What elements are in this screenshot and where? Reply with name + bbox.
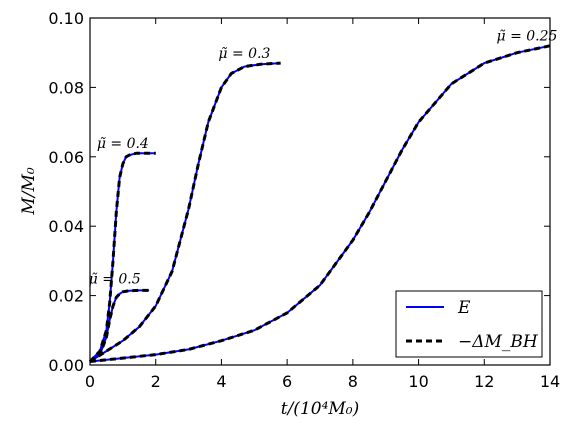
y-tick-label: 0.10 (48, 9, 84, 28)
x-tick-label: 0 (85, 372, 95, 391)
y-tick-label: 0.08 (48, 78, 84, 97)
ticks-layer: 0 2 4 6 8 10 12 14 0.00 0.02 0.04 0.06 0.08 0.10 (48, 9, 560, 391)
x-tick-label: 4 (216, 372, 226, 391)
y-axis-label: M/M₀ (19, 167, 39, 216)
legend: E −ΔM_BH (395, 290, 543, 358)
series-1-mass-loss-line (88, 151, 156, 363)
x-tick-label: 10 (408, 372, 428, 391)
legend-label-e: E (457, 298, 471, 318)
x-tick-label: 2 (151, 372, 161, 391)
series-0-mass-loss-line (89, 288, 150, 363)
series-annotation: μ̃ = 0.4 (97, 136, 149, 152)
series-annotation: μ̃ = 0.25 (497, 29, 558, 45)
x-tick-label: 8 (348, 372, 358, 391)
x-tick-label: 12 (474, 372, 494, 391)
y-tick-label: 0.04 (48, 217, 84, 236)
y-tick-label: 0.02 (48, 287, 84, 306)
series-1-energy-line (89, 152, 156, 363)
legend-box (395, 290, 543, 358)
x-tick-label: 14 (540, 372, 560, 391)
x-tick-label: 6 (282, 372, 292, 391)
series-annotation: μ̃ = 0.3 (218, 46, 270, 62)
plot-frame (89, 17, 551, 366)
curves-layer (88, 44, 551, 363)
legend-label-dmbh: −ΔM_BH (458, 332, 539, 352)
annotations-layer: μ̃ = 0.5 μ̃ = 0.4 μ̃ = 0.3 μ̃ = 0.25 (89, 29, 558, 288)
series-2-mass-loss-line (89, 61, 281, 363)
x-axis-label: t/(10⁴M₀) (281, 399, 360, 419)
series-2-energy-line (89, 62, 281, 363)
series-annotation: μ̃ = 0.5 (89, 271, 141, 287)
y-tick-label: 0.00 (48, 356, 84, 375)
series-3-mass-loss-line (89, 44, 551, 363)
y-tick-label: 0.06 (48, 148, 84, 167)
